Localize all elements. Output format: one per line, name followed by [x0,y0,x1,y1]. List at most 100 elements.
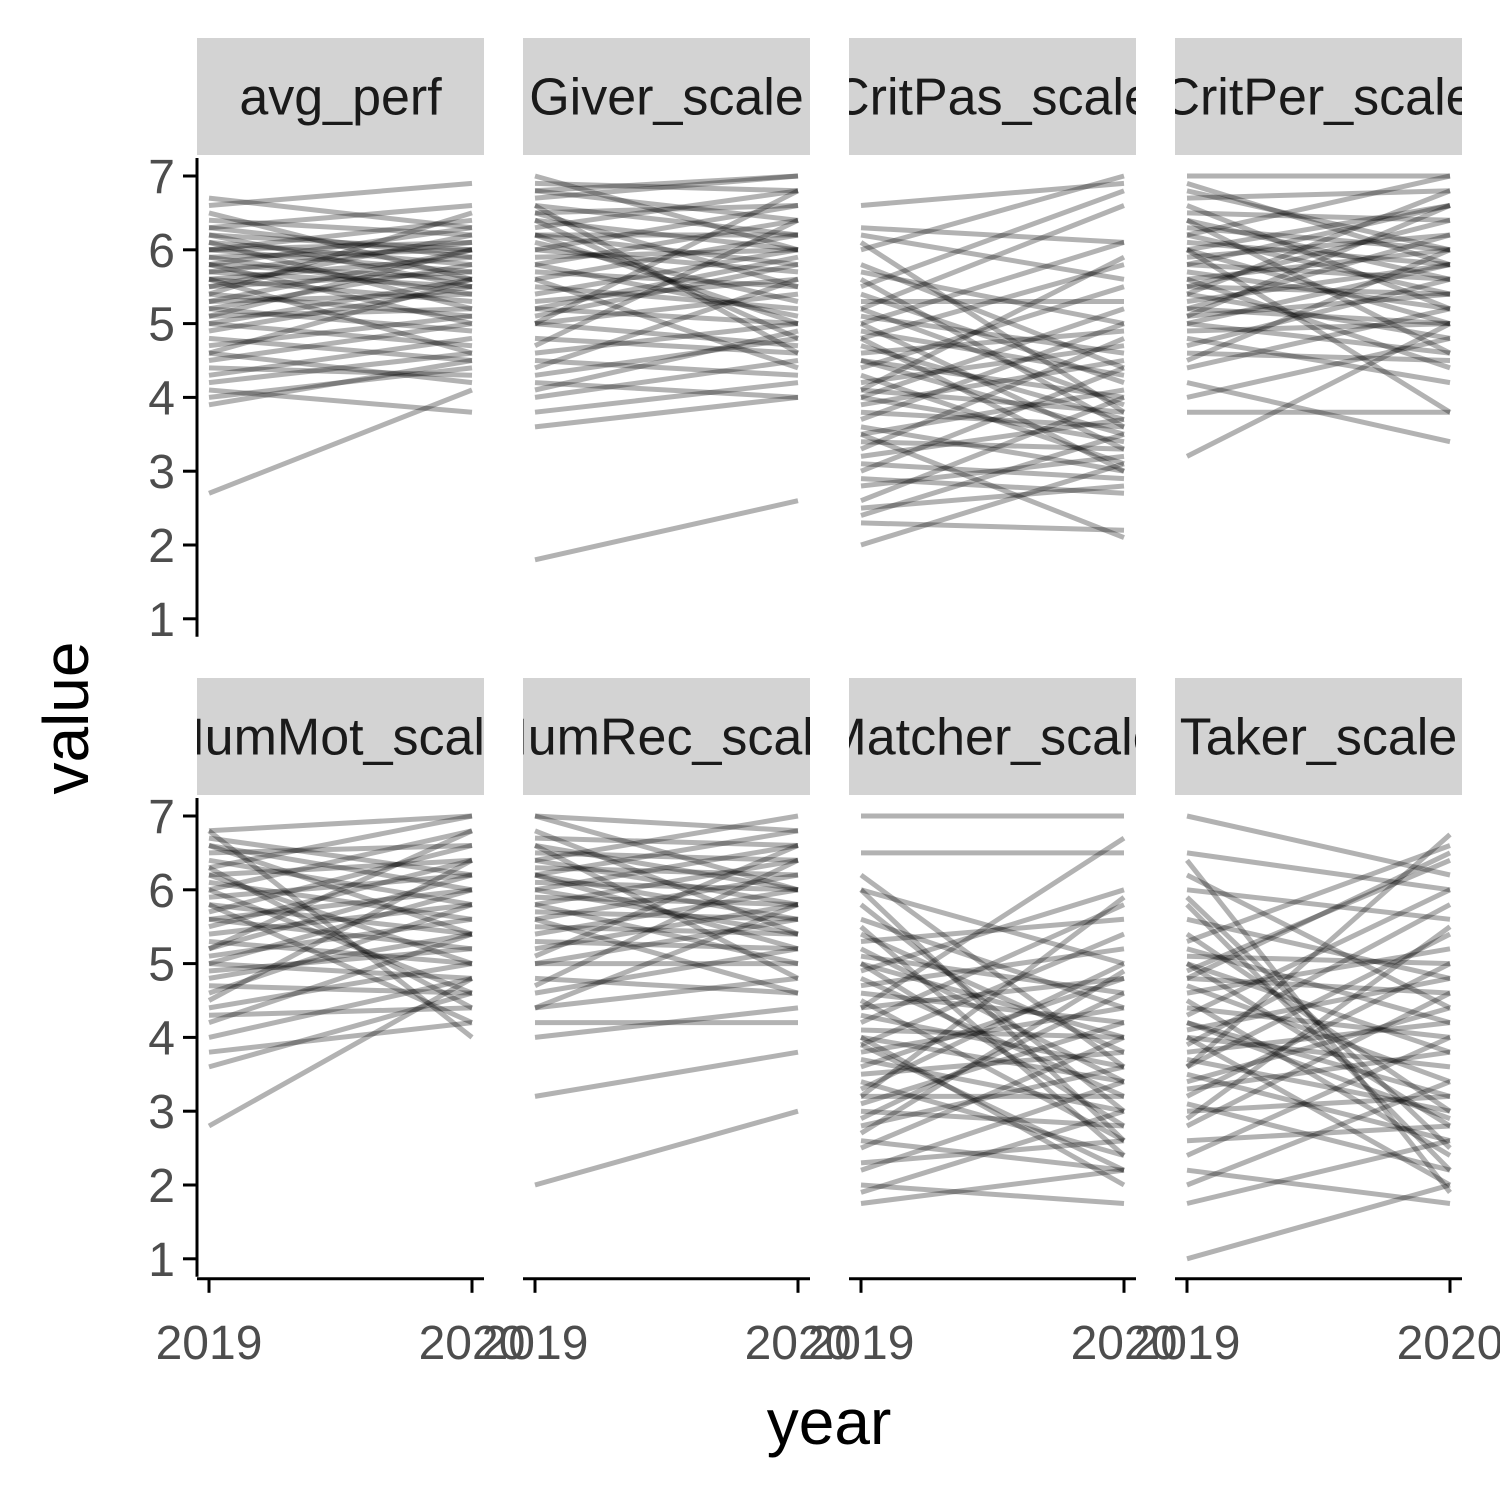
series-line [207,828,474,1040]
series-line [859,336,1126,474]
series-line [208,254,473,282]
facet-series-group [208,180,473,496]
series-line [534,835,799,848]
x-axis: 2019 2020 [808,1277,1177,1370]
series-line [208,887,473,996]
series-line [860,1064,1125,1129]
x-tick-label: 2020 [745,1317,852,1370]
series-line [1186,321,1451,334]
series-line [1186,350,1451,363]
series-line [860,975,1125,1011]
series-line [860,225,1125,245]
series-line [859,998,1126,1143]
series-line [208,247,473,319]
series-line [860,321,1125,422]
series-line [534,872,799,922]
facet-strip [523,38,810,155]
series-line [207,858,474,1003]
series-line [534,358,799,400]
series-line [1186,269,1451,312]
series-line [1186,203,1451,268]
series-line [534,210,799,290]
series-line [860,1138,1125,1173]
series-line [859,835,1126,1011]
series-line [859,872,1126,1069]
series-line [534,902,799,1011]
series-line [1186,232,1451,260]
facet-strip-label: avg_perf [239,69,442,127]
series-line [208,872,473,952]
series-line [534,262,799,319]
facet-panel: Matcher_scale [849,678,1136,1206]
series-line [534,1108,799,1188]
series-line [208,879,473,922]
series-line [534,894,799,908]
y-tick-label: 1 [148,594,175,647]
series-line [1186,291,1451,341]
series-line [534,276,799,371]
series-line [860,358,1125,437]
series-line [534,380,799,415]
series-line [860,240,1125,326]
series-line [208,195,473,231]
series-line [534,813,799,893]
facet-strip [1175,38,1462,155]
series-line [860,358,1125,408]
series-line [1186,1182,1451,1262]
series-line [208,291,473,319]
y-tick-label: 6 [148,225,175,278]
series-line [1186,946,1451,1026]
series-line [860,173,1125,253]
series-line [208,335,473,363]
series-line [1186,188,1451,297]
series-line [208,247,473,260]
series-line [1186,335,1451,400]
series-line [534,865,799,878]
series-line [860,291,1125,385]
series-line [1185,887,1452,1018]
series-line [207,902,474,1025]
series-line [208,180,473,208]
x-tick-label: 2019 [1134,1317,1241,1370]
x-tick-label: 2019 [482,1317,589,1370]
series-line [534,939,799,952]
series-line [1185,902,1452,1048]
series-line [208,1020,473,1055]
series-line [1186,953,1451,967]
series-line [208,262,473,282]
series-line [534,217,799,253]
facet-strip [1175,678,1462,795]
series-line [859,902,1126,1025]
series-line [1186,1020,1451,1099]
series-line [534,269,799,290]
series-line [1186,188,1451,201]
series-line [860,1079,1125,1173]
facet-strip [523,678,810,795]
series-line [859,1035,1126,1188]
series-line [1185,1035,1452,1158]
series-line [208,961,473,981]
series-line [534,291,799,327]
series-line [533,203,800,356]
series-line [534,394,799,430]
facet-panel: Taker_scale [1175,678,1462,1262]
series-line [860,1108,1125,1129]
series-line [534,872,799,952]
series-line [860,1079,1125,1158]
series-line [859,321,1126,452]
series-line [208,365,473,400]
series-line [534,857,799,908]
series-line [208,284,473,334]
x-tick-label: 2020 [1397,1317,1500,1370]
series-line [1185,998,1452,1158]
series-line [534,975,799,1011]
series-line [208,313,473,349]
series-line [208,276,473,356]
series-line [208,835,473,878]
series-line [860,1027,1125,1040]
facet-series-group [859,813,1126,1206]
facet-panel: CritPer_scale [1175,38,1462,459]
series-line [860,1182,1125,1206]
y-tick-label: 7 [148,151,175,204]
series-line [1186,276,1451,349]
